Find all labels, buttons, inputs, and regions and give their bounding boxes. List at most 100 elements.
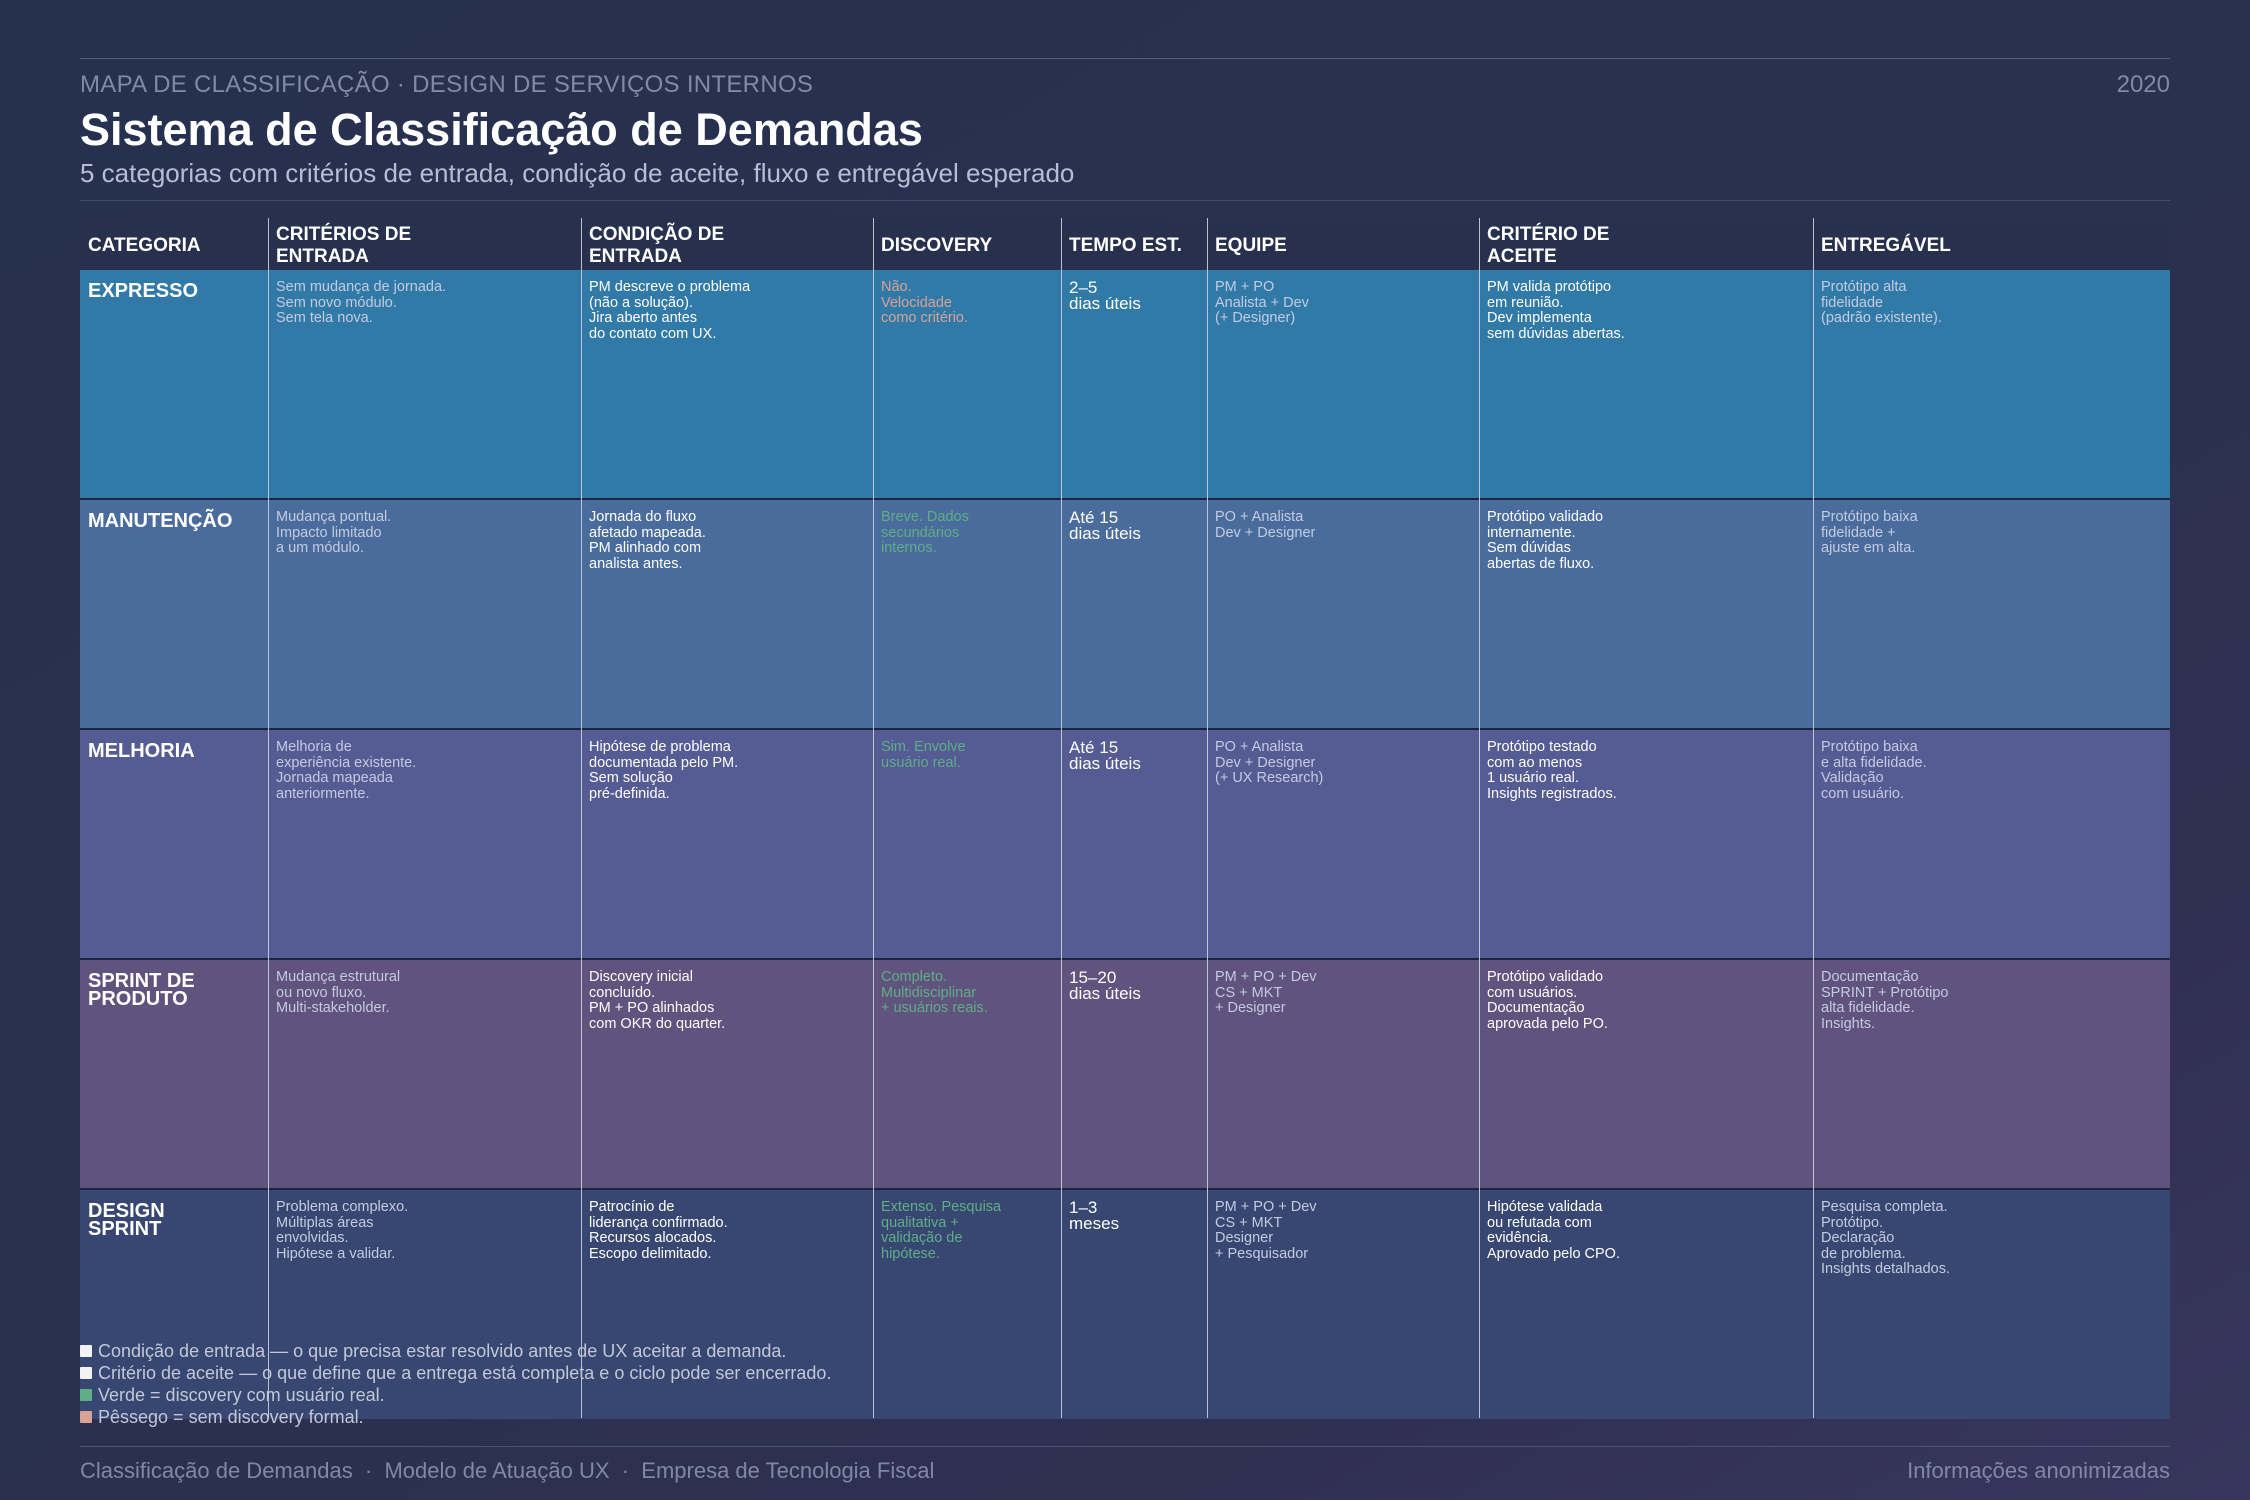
column-header: DISCOVERY <box>881 235 993 256</box>
cell-text: PO + Analista Dev + Designer (+ UX Resea… <box>1215 739 1324 786</box>
table-row: DESIGN SPRINT Problema complexo. Múltipla… <box>80 1190 2170 1419</box>
cell-entregavel: Protótipo alta fidelidade (padrão existe… <box>1813 270 2170 499</box>
cell-text: PM + PO + Dev CS + MKT + Designer <box>1215 969 1317 1016</box>
page-subtitle: 5 categorias com critérios de entrada, c… <box>80 158 1075 188</box>
cell-equipe: PO + Analista Dev + Designer <box>1207 500 1479 729</box>
column-divider <box>1061 218 1062 1418</box>
cell-tempo: 1–3 meses <box>1061 1190 1207 1419</box>
cell-aceite: Protótipo testado com ao menos 1 usuário… <box>1479 730 1813 959</box>
cell-tempo: 2–5 dias úteis <box>1061 270 1207 499</box>
legend: Condição de entrada — o que precisa esta… <box>80 1340 831 1428</box>
cell-text: 1–3 meses <box>1069 1198 1120 1233</box>
category-cell: MELHORIA <box>80 730 268 959</box>
column-divider <box>268 218 269 1418</box>
legend-item: Condição de entrada — o que precisa esta… <box>80 1340 831 1362</box>
cell-text: Melhoria de experiência existente. Jorna… <box>276 739 417 802</box>
category-cell: SPRINT DE PRODUTO <box>80 960 268 1189</box>
cell-condicao: PM descreve o problema (não a solução). … <box>581 270 873 499</box>
cell-aceite: PM valida protótipo em reunião. Dev impl… <box>1479 270 1813 499</box>
legend-swatch <box>80 1411 92 1423</box>
cell-text: Extenso. Pesquisa qualitativa + validaçã… <box>881 1199 1002 1262</box>
cell-criterios: Problema complexo. Múltiplas áreas envol… <box>268 1190 581 1419</box>
row-divider <box>80 1188 2170 1190</box>
cell-condicao: Discovery inicial concluído. PM + PO ali… <box>581 960 873 1189</box>
cell-equipe: PM + PO Analista + Dev (+ Designer) <box>1207 270 1479 499</box>
legend-item: Critério de aceite — o que define que a … <box>80 1362 831 1384</box>
classification-table: CATEGORIA CRITÉRIOS DE ENTRADA CONDIÇÃO DE… <box>80 218 2170 1419</box>
footer-right: Informações anonimizadas <box>1907 1458 2170 1483</box>
column-header: CATEGORIA <box>88 235 201 256</box>
column-header: CRITÉRIOS DE ENTRADA <box>276 224 412 267</box>
column-divider <box>1813 218 1814 1418</box>
cell-tempo: 15–20 dias úteis <box>1061 960 1207 1189</box>
table-row: SPRINT DE PRODUTO Mudança estrutural ou n… <box>80 960 2170 1189</box>
cell-text: Protótipo validado com usuários. Documen… <box>1487 969 1608 1032</box>
legend-swatch <box>80 1389 92 1401</box>
cell-text: Protótipo baixa fidelidade + ajuste em a… <box>1821 509 1918 556</box>
cell-text: Protótipo validado internamente. Sem dúv… <box>1487 509 1604 572</box>
cell-text: Completo. Multidisciplinar + usuários re… <box>881 969 988 1016</box>
cell-discovery: Completo. Multidisciplinar + usuários re… <box>873 960 1061 1189</box>
cell-entregavel: Protótipo baixa fidelidade + ajuste em a… <box>1813 500 2170 729</box>
cell-text: PM valida protótipo em reunião. Dev impl… <box>1487 279 1625 342</box>
cell-text: Discovery inicial concluído. PM + PO ali… <box>589 969 726 1032</box>
cell-text: Mudança estrutural ou novo fluxo. Multi-… <box>276 969 401 1016</box>
page-title: Sistema de Classificação de Demandas <box>80 104 923 155</box>
cell-text: Mudança pontual. Impacto limitado a um m… <box>276 509 392 556</box>
cell-text: PM descreve o problema (não a solução). … <box>589 279 751 342</box>
cell-aceite: Hipótese validada ou refutada com evidên… <box>1479 1190 1813 1419</box>
cell-tempo: Até 15 dias úteis <box>1061 500 1207 729</box>
cell-criterios: Mudança pontual. Impacto limitado a um m… <box>268 500 581 729</box>
legend-label: Critério de aceite — o que define que a … <box>98 1362 832 1383</box>
cell-equipe: PM + PO + Dev CS + MKT + Designer <box>1207 960 1479 1189</box>
cell-text: Sim. Envolve usuário real. <box>881 739 966 771</box>
column-header: CRITÉRIO DE ACEITE <box>1487 224 1610 267</box>
cell-text: Jornada do fluxo afetado mapeada. PM ali… <box>589 509 706 572</box>
table-row: EXPRESSO Sem mudança de jornada. Sem novo… <box>80 270 2170 499</box>
column-divider <box>581 218 582 1418</box>
cell-discovery: Breve. Dados secundários internos. <box>873 500 1061 729</box>
cell-text: Hipótese validada ou refutada com evidên… <box>1487 1199 1620 1262</box>
category-label: SPRINT DE PRODUTO <box>88 970 195 1010</box>
eyebrow-label: MAPA DE CLASSIFICAÇÃO · DESIGN DE SERVIÇ… <box>80 71 814 98</box>
cell-text: Até 15 dias úteis <box>1069 508 1141 543</box>
cell-text: Breve. Dados secundários internos. <box>881 509 969 556</box>
cell-criterios: Sem mudança de jornada. Sem novo módulo.… <box>268 270 581 499</box>
column-header: ENTREGÁVEL <box>1821 235 1951 256</box>
cell-text: Protótipo alta fidelidade (padrão existe… <box>1821 279 1942 326</box>
cell-condicao: Patrocínio de liderança confirmado. Recu… <box>581 1190 873 1419</box>
cell-text: 2–5 dias úteis <box>1069 278 1141 313</box>
cell-text: Problema complexo. Múltiplas áreas envol… <box>276 1199 409 1262</box>
cell-text: Hipótese de problema documentada pelo PM… <box>589 739 739 802</box>
column-divider <box>1479 218 1480 1418</box>
header-divider <box>80 200 2170 201</box>
legend-swatch <box>80 1345 92 1357</box>
category-cell: MANUTENÇÃO <box>80 500 268 729</box>
year-label: 2020 <box>2116 71 2170 98</box>
footer-divider <box>80 1446 2170 1447</box>
category-label: MELHORIA <box>88 740 195 762</box>
cell-condicao: Jornada do fluxo afetado mapeada. PM ali… <box>581 500 873 729</box>
cell-text: Protótipo baixa e alta fidelidade. Valid… <box>1821 739 1927 802</box>
column-header: TEMPO EST. <box>1069 235 1182 256</box>
column-divider <box>873 218 874 1418</box>
cell-criterios: Mudança estrutural ou novo fluxo. Multi-… <box>268 960 581 1189</box>
cell-aceite: Protótipo validado internamente. Sem dúv… <box>1479 500 1813 729</box>
legend-label: Pêssego = sem discovery formal. <box>98 1406 364 1427</box>
category-cell: EXPRESSO <box>80 270 268 499</box>
cell-text: Pesquisa completa. Protótipo. Declaração… <box>1821 1199 1950 1277</box>
cell-text: Patrocínio de liderança confirmado. Recu… <box>589 1199 728 1262</box>
category-label: DESIGN SPRINT <box>88 1200 165 1240</box>
column-header: CONDIÇÃO DE ENTRADA <box>589 224 725 267</box>
table-header-row: CATEGORIA CRITÉRIOS DE ENTRADA CONDIÇÃO DE… <box>80 218 2170 270</box>
cell-text: PM + PO + Dev CS + MKT Designer + Pesqui… <box>1215 1199 1317 1262</box>
category-cell: DESIGN SPRINT <box>80 1190 268 1419</box>
cell-text: Não. Velocidade como critério. <box>881 279 969 326</box>
cell-entregavel: Pesquisa completa. Protótipo. Declaração… <box>1813 1190 2170 1419</box>
cell-discovery: Não. Velocidade como critério. <box>873 270 1061 499</box>
cell-text: Sem mudança de jornada. Sem novo módulo.… <box>276 279 447 326</box>
legend-label: Verde = discovery com usuário real. <box>98 1384 385 1405</box>
legend-item: Pêssego = sem discovery formal. <box>80 1406 831 1428</box>
cell-text: 15–20 dias úteis <box>1069 968 1141 1003</box>
footer-left: Classificação de Demandas · Modelo de At… <box>80 1458 935 1483</box>
